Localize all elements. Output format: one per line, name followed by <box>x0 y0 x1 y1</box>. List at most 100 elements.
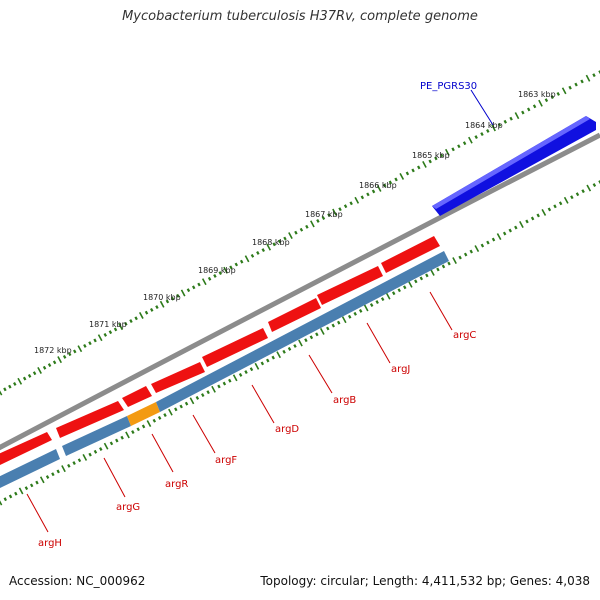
tick-mark <box>338 207 342 212</box>
tick-mark <box>57 356 62 364</box>
tick-mark <box>180 289 186 297</box>
tick-mark <box>256 251 260 255</box>
tick-mark <box>223 266 228 274</box>
tick-mark <box>439 153 444 158</box>
gene-pe-pgrs30-highlight <box>432 116 590 209</box>
tick-mark <box>414 279 418 284</box>
tick-mark <box>491 124 496 132</box>
tick-mark <box>120 435 124 440</box>
tick-mark <box>486 129 490 133</box>
gene-argR-bar[interactable] <box>127 402 160 426</box>
tick-mark <box>138 312 144 319</box>
gene-forward-1[interactable] <box>0 432 52 465</box>
genome-stats-text: Topology: circular; Length: 4,411,532 bp… <box>260 574 590 588</box>
tick-mark <box>157 415 162 420</box>
tick-mark <box>51 472 55 477</box>
tick-mark <box>165 299 170 304</box>
tick-mark <box>197 282 201 287</box>
genome-backbone <box>0 132 600 451</box>
gene-label-argR[interactable]: argR <box>165 479 188 490</box>
gene-argH-bar[interactable] <box>0 449 60 488</box>
tick-mark <box>72 461 76 465</box>
tick-mark <box>407 280 413 288</box>
tick-mark <box>217 384 221 389</box>
tick-mark <box>434 156 438 161</box>
tick-mark <box>109 441 114 446</box>
tick-mark <box>131 430 135 435</box>
tick-mark <box>218 271 222 276</box>
gene-label-argD[interactable]: argD <box>275 424 299 435</box>
tick-mark <box>452 257 457 264</box>
tick-mark <box>67 352 72 357</box>
gene-argG-bar[interactable] <box>62 416 131 456</box>
tick-mark <box>103 442 109 450</box>
outer-tick-ring <box>0 70 600 396</box>
tick-label-1867: 1867 kbp <box>305 210 343 219</box>
tick-mark <box>254 362 260 370</box>
tick-mark <box>462 141 467 146</box>
tick-mark <box>380 297 385 302</box>
tick-mark <box>496 233 502 241</box>
tick-mark <box>176 293 180 298</box>
tick-mark <box>294 230 298 235</box>
gene-label-argB[interactable]: argB <box>333 395 356 406</box>
gene-label-argF[interactable]: argF <box>215 455 237 466</box>
tick-mark <box>35 480 39 485</box>
tick-mark <box>486 240 490 245</box>
tick-label-1863: 1863 kbp <box>518 90 556 99</box>
tick-mark <box>47 363 52 367</box>
tick-mark <box>430 268 435 276</box>
tick-mark <box>397 288 401 293</box>
tick-mark <box>0 500 3 506</box>
gene-forward-6[interactable] <box>268 298 321 332</box>
tick-mark <box>598 180 600 184</box>
tick-mark <box>146 420 152 428</box>
gene-forward-7[interactable] <box>317 266 383 305</box>
tick-mark <box>514 225 518 230</box>
gene-pe-pgrs30[interactable] <box>432 116 596 216</box>
tick-mark <box>428 159 432 164</box>
gene-forward-4[interactable] <box>151 362 205 393</box>
tick-mark <box>272 242 276 247</box>
tick-mark <box>266 243 272 251</box>
tick-mark <box>385 292 391 300</box>
tick-mark <box>417 165 421 170</box>
tick-mark <box>585 74 591 82</box>
tick-mark <box>52 360 57 365</box>
tick-label-1871: 1871 kbp <box>89 320 127 329</box>
gene-forward-3[interactable] <box>122 386 152 407</box>
tick-mark <box>319 327 325 335</box>
tick-mark <box>99 447 103 451</box>
gene-label-argJ[interactable]: argJ <box>391 364 410 375</box>
gene-label-argH[interactable]: argH <box>38 538 62 549</box>
tick-label-1870: 1870 kbp <box>143 293 181 302</box>
tick-mark <box>425 273 429 278</box>
tick-mark <box>124 321 128 326</box>
gene-label-argG[interactable]: argG <box>116 502 140 513</box>
tick-mark <box>514 112 520 120</box>
tick-mark <box>538 99 543 107</box>
tick-mark <box>568 85 572 90</box>
tick-label-1868: 1868 kbp <box>252 238 290 247</box>
tick-mark <box>37 367 42 374</box>
tick-mark <box>22 376 27 381</box>
tick-mark <box>88 341 92 346</box>
gene-forward-8[interactable] <box>381 236 440 273</box>
gene-forward-5[interactable] <box>202 328 268 367</box>
gene-forward-2[interactable] <box>56 401 124 438</box>
tick-mark <box>519 221 524 228</box>
tick-mark <box>228 378 232 383</box>
tick-mark <box>298 339 303 347</box>
tick-mark <box>310 220 315 228</box>
gene-label-pe-pgrs30[interactable]: PE_PGRS30 <box>420 81 477 92</box>
gene-argF-D-B-J-C-bar[interactable] <box>156 251 449 412</box>
tick-mark <box>341 316 347 324</box>
tick-mark <box>62 354 67 359</box>
tick-mark <box>77 345 83 353</box>
tick-mark <box>480 243 485 248</box>
gene-label-argC[interactable]: argC <box>453 330 476 341</box>
tick-mark <box>547 207 552 212</box>
tick-mark <box>327 213 331 218</box>
tick-mark <box>168 408 173 416</box>
